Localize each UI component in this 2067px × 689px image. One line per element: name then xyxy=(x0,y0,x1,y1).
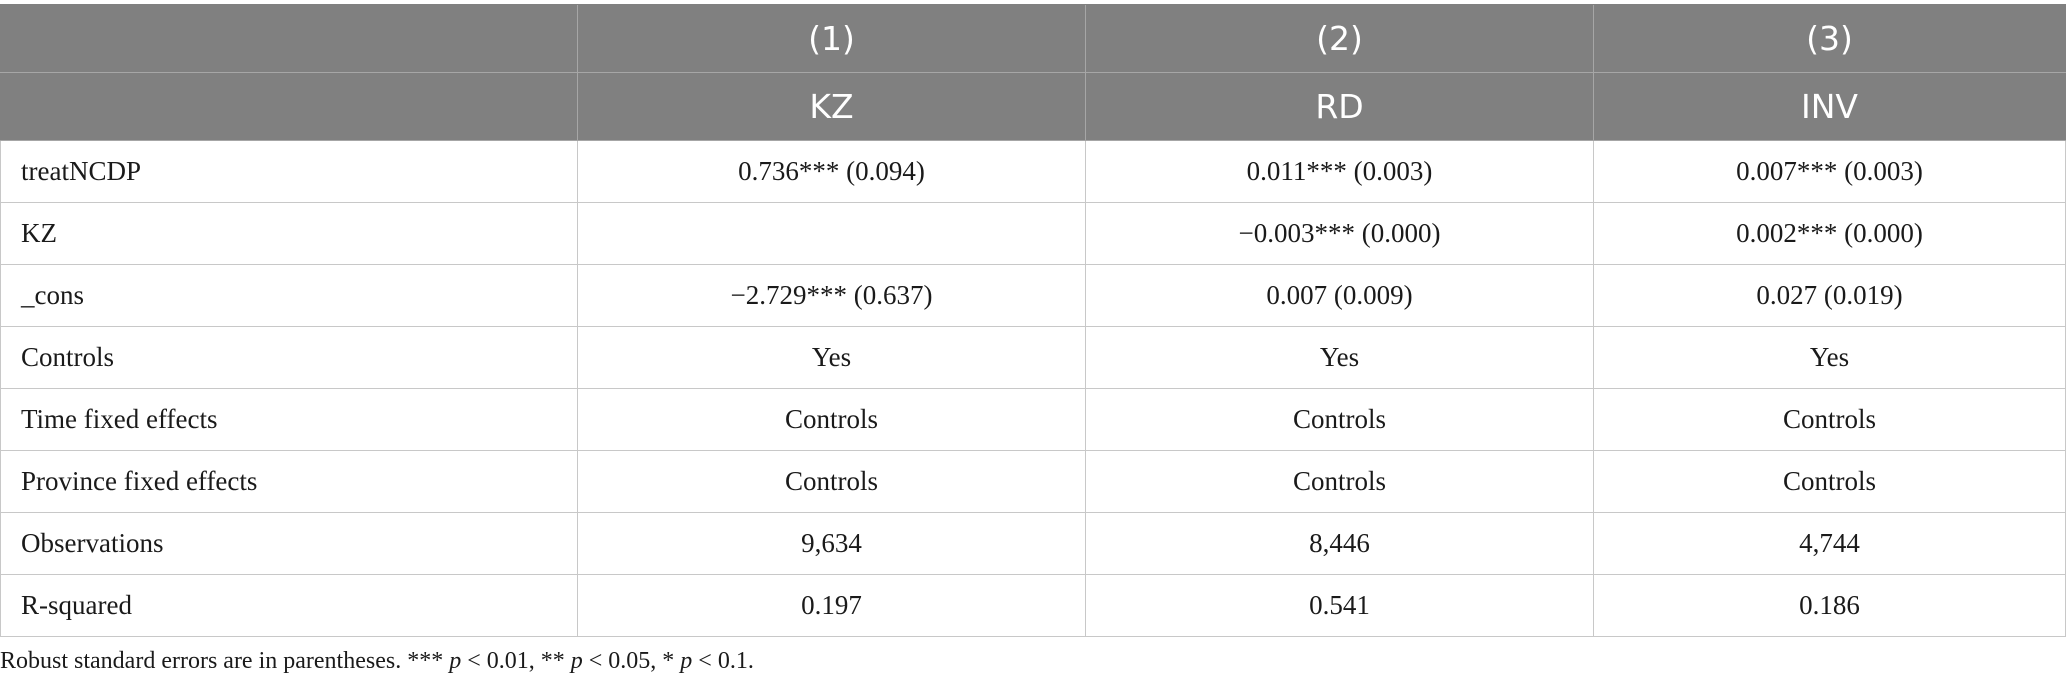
table-cell: Yes xyxy=(1593,326,2066,389)
header-depvar-rd: RD xyxy=(1085,72,1594,141)
regression-table-container: (1) (2) (3) KZ RD INV treatNCDP 0.736***… xyxy=(0,4,2066,637)
table-cell: Controls xyxy=(1085,388,1594,451)
table-cell: 8,446 xyxy=(1085,512,1594,575)
table-cell: 0.197 xyxy=(577,574,1086,637)
header-model-1: (1) xyxy=(577,4,1086,73)
table-cell: 0.736*** (0.094) xyxy=(577,140,1086,203)
table-cell: −2.729*** (0.637) xyxy=(577,264,1086,327)
table-cell: Controls xyxy=(1593,450,2066,513)
table-cell xyxy=(577,202,1086,265)
table-cell: 0.186 xyxy=(1593,574,2066,637)
row-label: treatNCDP xyxy=(0,140,578,203)
footnote-p-symbol: p xyxy=(570,648,583,674)
footnote-text: < 0.01, ** xyxy=(461,648,571,674)
header-row-model-numbers: (1) (2) (3) xyxy=(0,4,2066,73)
table-cell: Yes xyxy=(1085,326,1594,389)
table-cell: Controls xyxy=(1085,450,1594,513)
table-cell: −0.003*** (0.000) xyxy=(1085,202,1594,265)
header-depvar-inv: INV xyxy=(1593,72,2066,141)
footnote-p-symbol: p xyxy=(449,648,462,674)
table-cell: 0.002*** (0.000) xyxy=(1593,202,2066,265)
footnote-text: < 0.1. xyxy=(692,648,754,674)
table-cell: 0.011*** (0.003) xyxy=(1085,140,1594,203)
table-footnote: Robust standard errors are in parenthese… xyxy=(0,648,754,675)
table-cell: 9,634 xyxy=(577,512,1086,575)
table-row: Observations 9,634 8,446 4,744 xyxy=(0,512,2066,575)
table-row: KZ −0.003*** (0.000) 0.002*** (0.000) xyxy=(0,202,2066,265)
row-label: Time fixed effects xyxy=(0,388,578,451)
table-cell: Controls xyxy=(577,388,1086,451)
row-label: R-squared xyxy=(0,574,578,637)
header-corner-cell xyxy=(0,4,578,73)
footnote-text: Robust standard errors are in parenthese… xyxy=(0,648,450,674)
header-depvar-kz: KZ xyxy=(577,72,1086,141)
table-cell: 4,744 xyxy=(1593,512,2066,575)
table-cell: Controls xyxy=(1593,388,2066,451)
row-label: Observations xyxy=(0,512,578,575)
row-label: Province fixed effects xyxy=(0,450,578,513)
footnote-p-symbol: p xyxy=(680,648,693,674)
table-cell: 0.007*** (0.003) xyxy=(1593,140,2066,203)
table-row: Controls Yes Yes Yes xyxy=(0,326,2066,389)
header-corner-cell-2 xyxy=(0,72,578,141)
table-cell: 0.027 (0.019) xyxy=(1593,264,2066,327)
row-label: KZ xyxy=(0,202,578,265)
table-cell: 0.007 (0.009) xyxy=(1085,264,1594,327)
row-label: Controls xyxy=(0,326,578,389)
header-row-dependent-vars: KZ RD INV xyxy=(0,72,2066,141)
footnote-text: < 0.05, * xyxy=(582,648,681,674)
header-model-2: (2) xyxy=(1085,4,1594,73)
table-row: R-squared 0.197 0.541 0.186 xyxy=(0,574,2066,637)
table-row: _cons −2.729*** (0.637) 0.007 (0.009) 0.… xyxy=(0,264,2066,327)
table-cell: 0.541 xyxy=(1085,574,1594,637)
table-row: treatNCDP 0.736*** (0.094) 0.011*** (0.0… xyxy=(0,140,2066,203)
row-label: _cons xyxy=(0,264,578,327)
regression-table: (1) (2) (3) KZ RD INV treatNCDP 0.736***… xyxy=(0,4,2066,637)
table-row: Province fixed effects Controls Controls… xyxy=(0,450,2066,513)
header-model-3: (3) xyxy=(1593,4,2066,73)
table-row: Time fixed effects Controls Controls Con… xyxy=(0,388,2066,451)
table-cell: Yes xyxy=(577,326,1086,389)
table-cell: Controls xyxy=(577,450,1086,513)
